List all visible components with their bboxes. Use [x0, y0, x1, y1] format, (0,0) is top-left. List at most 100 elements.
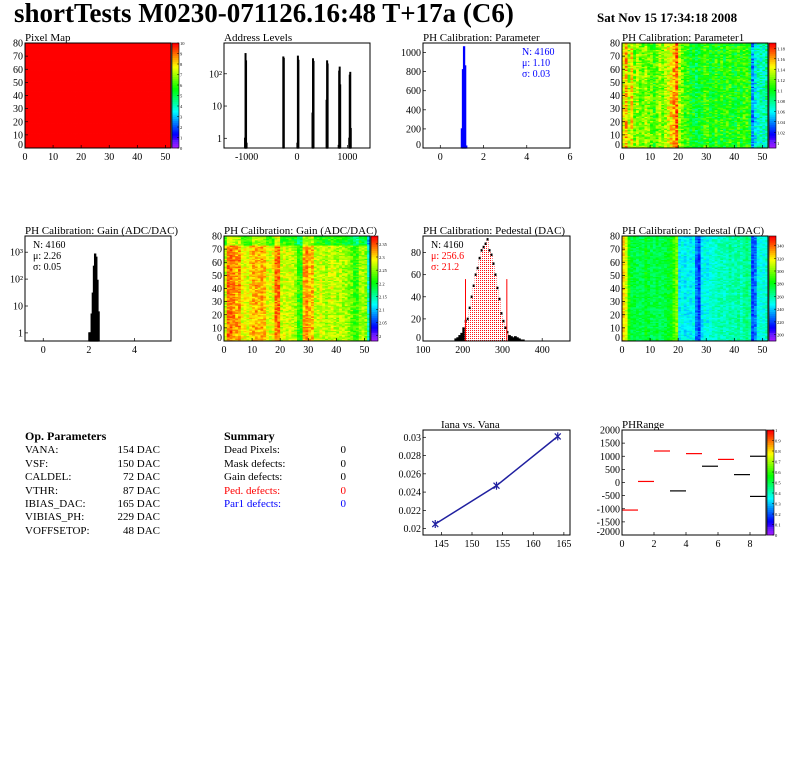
heatmap-cell: [41, 104, 46, 107]
heatmap-cell: [89, 85, 93, 87]
heatmap-cell: [75, 128, 79, 131]
heatmap-cell: [55, 96, 60, 99]
heatmap-cell: [75, 49, 79, 52]
plot-marks: [460, 46, 468, 149]
heatmap-cell: [47, 125, 51, 128]
heatmap-cell: [30, 67, 34, 70]
heatmap-cell: [33, 111, 37, 113]
stats-entries: N: 4160: [522, 47, 555, 58]
heatmap-cell: [89, 111, 93, 113]
heatmap-cell: [39, 98, 43, 100]
heatmap-cell: [27, 119, 32, 121]
heatmap-cell: [55, 141, 60, 144]
heatmap-cell: [39, 79, 43, 82]
heatmap-cell: [89, 142, 93, 145]
heatmap-cell: [50, 46, 54, 49]
heatmap-cell: [36, 56, 40, 58]
heatmap-cell: [67, 116, 71, 119]
heatmap-cell: [27, 136, 32, 138]
heatmap-cell: [75, 94, 79, 96]
heatmap-cell: [36, 144, 40, 146]
heatmap-cell: [75, 61, 79, 64]
heatmap-cell: [50, 102, 54, 104]
heatmap-cell: [67, 85, 71, 87]
heatmap-cell: [27, 95, 32, 98]
heatmap-cell: [30, 129, 34, 132]
heatmap-cell: [61, 70, 65, 73]
heatmap-cell: [69, 108, 74, 111]
heatmap-cell: [36, 125, 40, 128]
heatmap-cell: [36, 50, 40, 53]
heatmap-cell: [83, 46, 88, 49]
palette-bin: [172, 118, 179, 121]
x-tick-label: 20: [76, 152, 86, 163]
heatmap-cell: [89, 120, 93, 123]
heatmap-cell: [50, 49, 54, 52]
heatmap-cell: [55, 109, 60, 112]
heatmap-cell: [83, 136, 88, 138]
heatmap-cell: [53, 87, 57, 90]
heatmap-cell: [86, 108, 90, 111]
heatmap-cell: [47, 96, 51, 99]
heatmap-cell: [27, 88, 32, 91]
heatmap-cell: [83, 125, 88, 128]
heatmap-cell: [25, 103, 29, 106]
heatmap-cell: [72, 107, 76, 110]
heatmap-cell: [25, 120, 29, 123]
heatmap-cell: [89, 113, 93, 116]
heatmap-cell: [67, 106, 71, 108]
heatmap-cell: [81, 106, 85, 108]
heatmap-cell: [44, 141, 48, 144]
heatmap-cell: [30, 140, 34, 142]
heatmap-cell: [33, 112, 37, 115]
heatmap-cell: [72, 96, 76, 99]
heatmap-cell: [50, 78, 54, 81]
heatmap-cell: [30, 48, 34, 50]
heatmap-cell: [30, 108, 34, 111]
heatmap-cell: [81, 115, 85, 117]
heatmap-cell: [72, 108, 76, 111]
heatmap-cell: [47, 49, 51, 52]
heatmap-cell: [75, 88, 79, 91]
heatmap-cell: [39, 103, 43, 106]
heatmap-cell: [81, 50, 85, 53]
heatmap-cell: [27, 53, 32, 56]
heatmap-cell: [30, 115, 34, 117]
palette-tick-label: 5: [180, 94, 183, 99]
heatmap-cell: [81, 94, 85, 96]
heatmap-cell: [44, 45, 48, 48]
heatmap-cell: [55, 125, 60, 128]
heatmap-cell: [64, 64, 68, 66]
heatmap-cell: [86, 113, 90, 116]
heatmap-cell: [44, 103, 48, 106]
heatmap-cell: [81, 43, 85, 45]
heatmap-cell: [41, 70, 46, 73]
heatmap-cell: [27, 138, 32, 141]
heatmap-cell: [86, 133, 90, 136]
heatmap-cell: [27, 85, 32, 87]
heatmap-cell: [75, 124, 79, 127]
heatmap-cell: [83, 86, 88, 89]
heatmap-cell: [44, 56, 48, 58]
heatmap-cell: [83, 141, 88, 144]
heatmap-cell: [78, 128, 82, 131]
palette-bin: [172, 97, 179, 100]
heatmap-cell: [64, 141, 68, 144]
heatmap-cell: [36, 107, 40, 110]
heatmap-cell: [83, 58, 88, 61]
palette-bin: [172, 95, 179, 98]
heatmap-cell: [64, 61, 68, 64]
heatmap-cell: [27, 58, 32, 61]
heatmap-cell: [50, 99, 54, 102]
heatmap-cell: [64, 125, 68, 128]
heatmap-cell: [30, 132, 34, 134]
heatmap-cell: [36, 86, 40, 89]
heatmap-cell: [58, 69, 62, 71]
heatmap-cell: [41, 92, 46, 95]
heatmap-cell: [25, 94, 29, 96]
heatmap-cell: [47, 112, 51, 115]
heatmap-cell: [27, 56, 32, 58]
heatmap-cell: [72, 92, 76, 95]
heatmap-cell: [61, 83, 65, 86]
heatmap-cell: [41, 82, 46, 85]
